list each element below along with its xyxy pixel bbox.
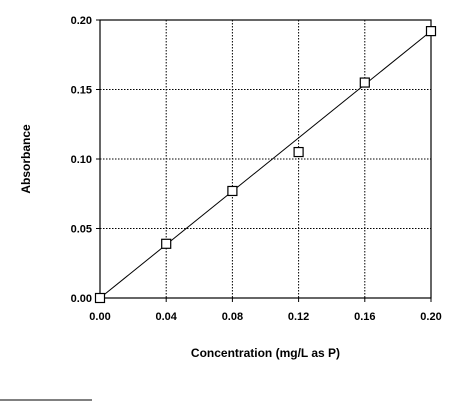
y-tick-label: 0.15: [71, 85, 92, 97]
data-point-marker: [227, 185, 238, 197]
x-tick-label: 0.12: [288, 311, 309, 323]
y-tick-label: 0.20: [71, 15, 92, 27]
y-tick-label: 0.05: [71, 224, 92, 236]
marker-layer: [94, 26, 437, 304]
data-point-marker: [359, 77, 370, 88]
grid-layer: [100, 20, 431, 298]
data-point-marker: [161, 238, 172, 249]
data-point-marker: [425, 26, 437, 37]
y-tick-label: 0.10: [71, 154, 92, 166]
fit-line-layer: [99, 30, 432, 299]
x-tick-label: 0.00: [89, 311, 110, 323]
x-tick-label: 0.16: [354, 311, 375, 323]
data-point-marker: [293, 146, 304, 158]
fit-line: [99, 30, 432, 299]
y-tick-label: 0.00: [71, 293, 92, 305]
data-point-marker: [94, 292, 106, 304]
tick-layer: 0.00 0.04 0.08 0.12 0.16 0.20 0.00 0.05 0.10 0.15…: [71, 15, 442, 323]
x-axis-title: Concentration (mg/L as P): [191, 346, 340, 360]
x-tick-label: 0.20: [420, 311, 441, 323]
x-tick-label: 0.04: [155, 311, 177, 323]
y-axis-title: Absorbance: [19, 124, 33, 194]
x-tick-label: 0.08: [222, 311, 243, 323]
